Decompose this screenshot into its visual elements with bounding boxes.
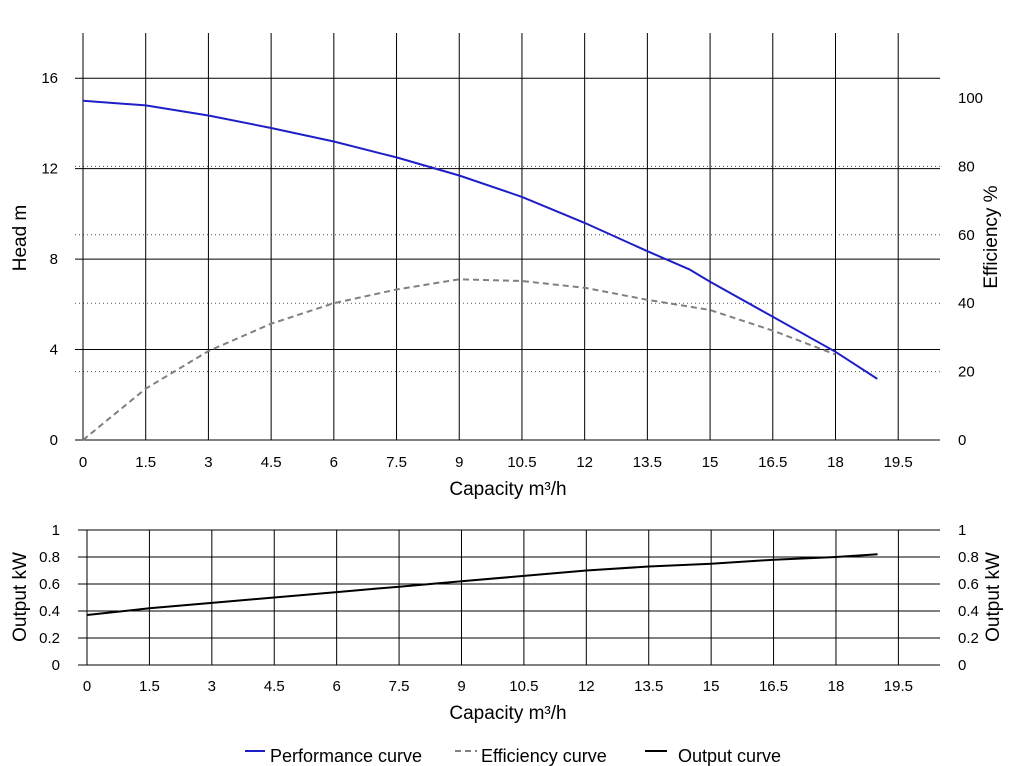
- bottom-x-axis-title: Capacity m³/h: [449, 703, 566, 724]
- efficiency-tick-label: 40: [958, 295, 975, 312]
- legend-label-efficiency: Efficiency curve: [481, 746, 607, 766]
- output-right-tick-label: 0.6: [958, 576, 979, 593]
- capacity-tick-label: 10.5: [509, 678, 538, 695]
- head-tick-label: 16: [41, 70, 58, 87]
- capacity-tick-label: 12: [576, 454, 593, 471]
- output-right-tick-label: 0.2: [958, 630, 979, 647]
- capacity-tick-label: 13.5: [634, 678, 663, 695]
- legend-label-performance: Performance curve: [270, 746, 422, 766]
- efficiency-tick-label: 100: [958, 90, 983, 107]
- capacity-tick-label: 15: [702, 454, 719, 471]
- efficiency-tick-label: 20: [958, 364, 975, 381]
- legend: Performance curve Efficiency curve Outpu…: [245, 746, 781, 766]
- capacity-tick-label: 0: [79, 454, 87, 471]
- top-y-axis-title: Head m: [10, 205, 31, 272]
- capacity-tick-label: 10.5: [507, 454, 536, 471]
- capacity-tick-label: 0: [83, 678, 91, 695]
- capacity-tick-label: 1.5: [139, 678, 160, 695]
- efficiency-tick-label: 80: [958, 158, 975, 175]
- efficiency-curve-line: [82, 278, 836, 441]
- output-tick-label: 1: [52, 522, 60, 539]
- capacity-tick-label: 4.5: [261, 454, 282, 471]
- head-tick-label: 0: [50, 432, 58, 449]
- capacity-tick-label: 7.5: [386, 454, 407, 471]
- head-tick-label: 4: [50, 342, 58, 359]
- output-tick-label: 0.8: [39, 549, 60, 566]
- output-curve-line: [86, 553, 878, 616]
- capacity-tick-label: 6: [330, 454, 338, 471]
- capacity-tick-label: 19.5: [884, 454, 913, 471]
- output-tick-label: 0.4: [39, 603, 60, 620]
- capacity-tick-label: 6: [332, 678, 340, 695]
- head-tick-label: 8: [50, 251, 58, 268]
- capacity-tick-label: 9: [457, 678, 465, 695]
- capacity-tick-label: 7.5: [389, 678, 410, 695]
- efficiency-tick-label: 60: [958, 227, 975, 244]
- head-tick-label: 12: [41, 161, 58, 178]
- bottom-y-axis-title: Output kW: [10, 552, 31, 642]
- output-plot: 0 0 0.2 0.2 0.4 0.4 0.6 0.6 0.8 0.8 1 1 0 1.5 3 4.5 6 7.5…: [39, 522, 979, 695]
- capacity-tick-label: 16.5: [759, 678, 788, 695]
- output-right-tick-label: 1: [958, 522, 966, 539]
- top-x-axis-title: Capacity m³/h: [449, 479, 566, 500]
- capacity-tick-label: 3: [204, 454, 212, 471]
- output-tick-label: 0: [52, 657, 60, 674]
- capacity-tick-label: 16.5: [758, 454, 787, 471]
- capacity-tick-label: 4.5: [264, 678, 285, 695]
- capacity-tick-label: 15: [703, 678, 720, 695]
- output-right-tick-label: 0.8: [958, 549, 979, 566]
- capacity-tick-label: 9: [455, 454, 463, 471]
- top-y2-axis-title: Efficiency %: [981, 185, 1002, 288]
- capacity-tick-label: 19.5: [884, 678, 913, 695]
- performance-curve-line: [82, 99, 878, 380]
- capacity-tick-label: 13.5: [633, 454, 662, 471]
- output-tick-label: 0.2: [39, 630, 60, 647]
- capacity-tick-label: 18: [828, 678, 845, 695]
- capacity-tick-label: 18: [827, 454, 844, 471]
- capacity-tick-label: 1.5: [135, 454, 156, 471]
- legend-label-output: Output curve: [678, 746, 781, 766]
- output-right-tick-label: 0: [958, 657, 966, 674]
- capacity-tick-label: 3: [208, 678, 216, 695]
- bottom-y2-axis-title: Output kW: [983, 552, 1004, 642]
- head-efficiency-plot: 0 4 8 12 16 0 20 40 60 80 100 0 1.5 3 4.5 6 7.5 9 10.5 12 13…: [41, 33, 983, 471]
- output-right-tick-label: 0.4: [958, 603, 979, 620]
- capacity-tick-label: 12: [578, 678, 595, 695]
- output-tick-label: 0.6: [39, 576, 60, 593]
- efficiency-tick-label: 0: [958, 432, 966, 449]
